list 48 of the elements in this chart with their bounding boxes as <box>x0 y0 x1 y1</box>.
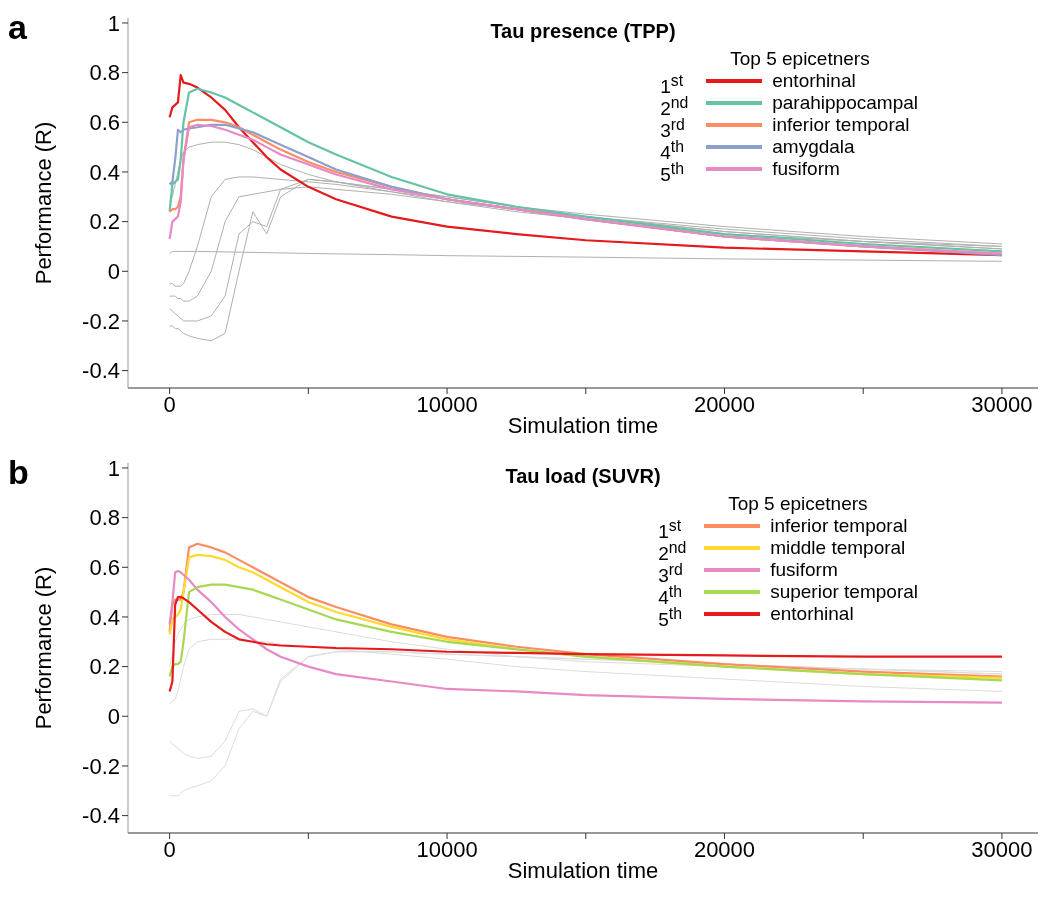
y-tick-label: 0.8 <box>89 60 120 86</box>
y-tick-label: -0.2 <box>82 753 120 779</box>
text: a <box>8 8 27 47</box>
x-axis-title: Simulation time <box>507 413 659 438</box>
y-axis-title: Performance (R) <box>30 566 56 730</box>
x-tick-label: 0 <box>163 391 176 417</box>
y-tick-label: 1 <box>107 455 120 481</box>
x-tick-label: 20000 <box>693 391 756 417</box>
chart-title: Tau presence (TPP) <box>489 20 677 43</box>
y-tick-label: 0.4 <box>89 604 120 630</box>
legend-label: fusiform <box>772 158 840 180</box>
legend-label: amygdala <box>772 136 855 158</box>
y-axis-title: Performance (R) <box>30 121 56 285</box>
y-tick-label: 0.6 <box>89 110 120 136</box>
x-axis-title: Simulation time <box>507 858 659 883</box>
x-tick-label: 30000 <box>971 836 1033 862</box>
annotation: 1$^{st}$ <box>660 71 684 98</box>
x-tick-label: 0 <box>163 836 176 862</box>
y-tick-label: -0.4 <box>82 358 120 384</box>
legend-label: middle temporal <box>770 537 906 559</box>
y-tick-label: 0 <box>107 704 120 730</box>
legend-label: entorhinal <box>770 603 854 625</box>
y-tick-label: 0.2 <box>89 654 120 680</box>
y-tick-label: 0.6 <box>89 555 120 581</box>
y-tick-label: -0.4 <box>82 803 120 829</box>
legend-label: fusiform <box>770 559 838 581</box>
annotation: 5$^{th}$ <box>658 605 682 631</box>
y-tick-label: 0.8 <box>89 505 120 531</box>
legend-label: parahippocampal <box>772 92 918 114</box>
legend-title: Top 5 epicetners <box>728 493 869 515</box>
y-tick-label: 0 <box>107 259 120 285</box>
y-tick-label: 1 <box>107 10 120 36</box>
legend-title: Top 5 epicetners <box>730 48 871 70</box>
legend-label: superior temporal <box>770 581 918 603</box>
legend-label: entorhinal <box>772 70 856 92</box>
chart-title: Tau load (SUVR) <box>504 465 662 488</box>
text: b <box>8 453 29 492</box>
x-tick-label: 10000 <box>416 836 478 862</box>
y-tick-label: 0.4 <box>89 159 120 185</box>
x-tick-label: 20000 <box>693 836 756 862</box>
legend-label: inferior temporal <box>770 515 908 537</box>
legend-label: inferior temporal <box>772 114 910 136</box>
annotation: 5$^{th}$ <box>660 160 685 186</box>
y-tick-label: 0.2 <box>89 209 120 235</box>
x-tick-label: 30000 <box>971 391 1033 417</box>
y-tick-label: -0.2 <box>82 308 120 334</box>
x-tick-label: 10000 <box>416 391 478 417</box>
annotation: 1$^{st}$ <box>658 516 682 543</box>
